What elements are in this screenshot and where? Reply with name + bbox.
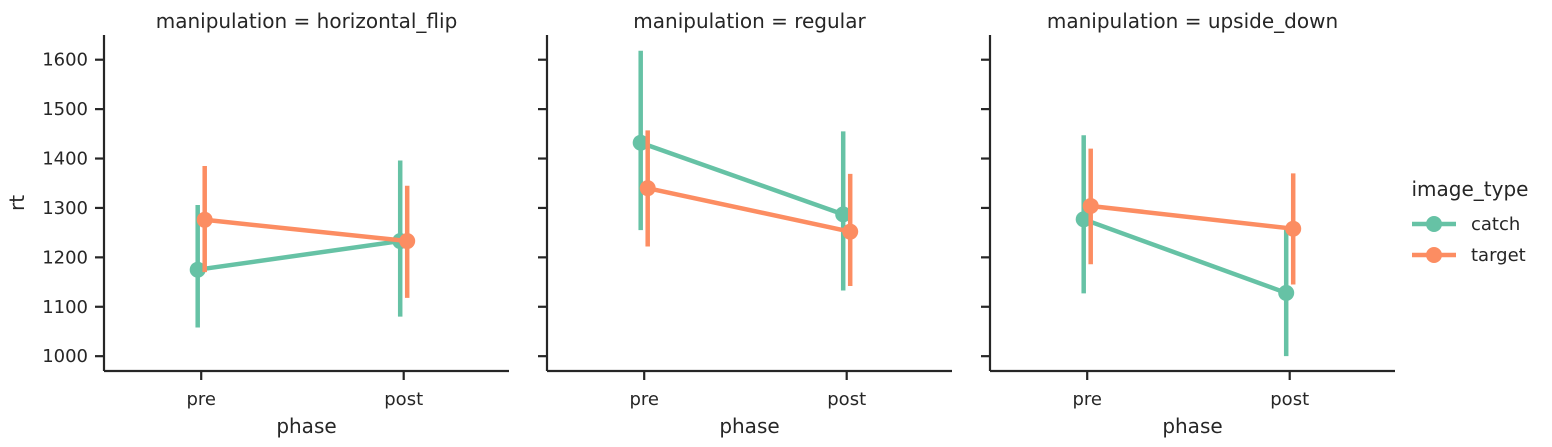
x-tick-label: pre <box>1072 389 1102 410</box>
y-tick-label: 1200 <box>42 247 88 268</box>
y-tick-label: 1000 <box>42 346 88 367</box>
y-tick-label: 1600 <box>42 50 88 71</box>
data-point <box>1285 220 1302 237</box>
y-tick-label: 1300 <box>42 198 88 219</box>
x-tick-label: pre <box>186 389 216 410</box>
data-point <box>842 223 859 240</box>
series-line <box>204 217 408 244</box>
y-tick-label: 1500 <box>42 99 88 120</box>
series-line <box>1082 217 1287 296</box>
data-point <box>399 233 416 250</box>
legend-label: target <box>1471 245 1526 266</box>
data-point <box>632 134 649 151</box>
panel-title: manipulation = upside_down <box>1047 9 1338 33</box>
data-point <box>196 211 213 228</box>
data-point <box>1278 284 1295 301</box>
data-point <box>639 180 656 197</box>
y-tick-label: 1100 <box>42 297 88 318</box>
x-axis-label: phase <box>276 414 336 438</box>
x-axis-label: phase <box>1162 414 1222 438</box>
x-tick-label: post <box>1270 389 1309 410</box>
data-point <box>189 261 206 278</box>
x-tick-label: pre <box>629 389 659 410</box>
series-line <box>639 140 844 217</box>
x-tick-label: post <box>384 389 423 410</box>
data-point <box>835 206 852 223</box>
x-axis-label: phase <box>719 414 779 438</box>
legend-label: catch <box>1471 214 1520 235</box>
legend-marker <box>1426 247 1442 263</box>
x-tick-label: post <box>827 389 866 410</box>
data-point <box>1075 211 1092 228</box>
panel-title: manipulation = horizontal_flip <box>156 9 458 33</box>
y-tick-label: 1400 <box>42 149 88 170</box>
series-line <box>1090 203 1294 231</box>
y-axis-label: rt <box>5 195 29 211</box>
legend-marker <box>1426 216 1442 232</box>
panel-title: manipulation = regular <box>633 9 866 33</box>
series-line <box>647 185 851 234</box>
series-line <box>197 238 401 272</box>
data-point <box>1082 197 1099 214</box>
legend-title: image_type <box>1412 177 1529 201</box>
